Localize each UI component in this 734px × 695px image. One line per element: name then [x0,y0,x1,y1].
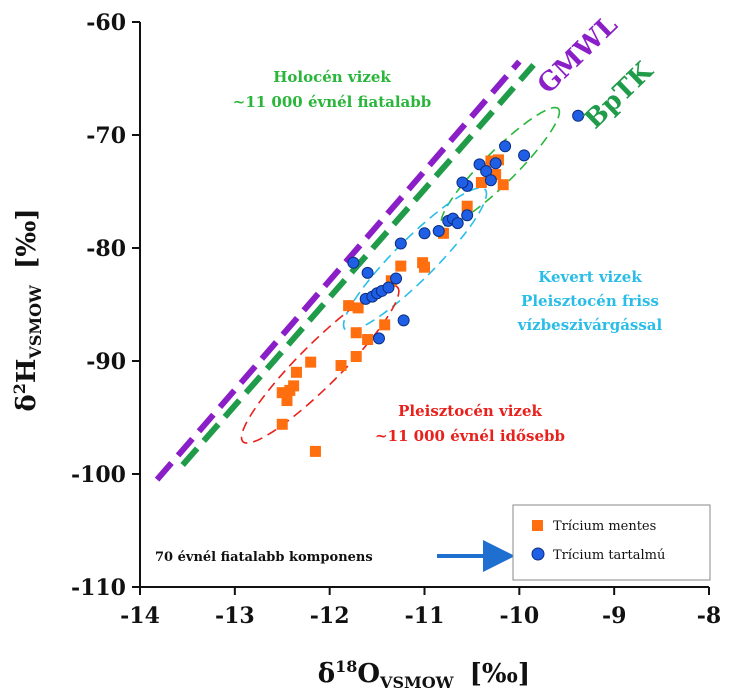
mixed-label-2: Pleisztocén friss [521,292,659,310]
gmwl-line [154,59,522,482]
y-tick-label: -110 [71,575,126,601]
point-tritium-containing [432,225,445,238]
point-tritium-free [350,327,362,339]
holocene-label-2: ~11 000 évnél fiatalabb [233,93,432,111]
point-tritium-containing [418,227,431,240]
point-tritium-free [395,260,407,272]
legend: Trícium mentes Trícium tartalmú [512,504,711,581]
x-tick-label: -8 [697,603,721,629]
point-tritium-containing [397,314,410,327]
point-tritium-containing [518,149,531,162]
point-tritium-containing [461,209,474,222]
holocene-label-1: Holocén vizek [273,68,391,86]
point-tritium-containing [361,266,374,279]
point-tritium-free [276,418,288,430]
x-ticks: -14 -13 -12 -11 -10 -9 -8 [120,587,721,629]
point-tritium-containing [484,174,497,187]
point-tritium-containing [390,272,403,285]
point-tritium-free [335,360,347,372]
point-tritium-free [288,380,300,392]
bptk-label: BpTK [579,55,660,135]
point-tritium-free [379,319,391,331]
point-tritium-free [309,445,321,457]
x-tick-label: -9 [602,603,626,629]
mixed-label-3: vízbeszivárgással [517,316,663,334]
point-tritium-free [461,200,473,212]
point-tritium-containing [394,237,407,250]
y-tick-label: -100 [71,462,126,488]
y-tick-label: -60 [86,10,126,36]
point-tritium-containing [456,176,469,189]
point-tritium-containing [451,217,464,230]
point-tritium-free [281,395,293,407]
point-tritium-containing [382,281,395,294]
point-tritium-containing [489,157,502,170]
legend-marker-tritium-containing [531,547,545,561]
region-ellipse [440,106,561,227]
point-tritium-free [290,366,302,378]
pleistocene-label-2: ~11 000 évnél idősebb [375,427,565,445]
point-tritium-free [475,176,487,188]
point-tritium-containing [499,140,512,153]
point-tritium-containing [372,332,385,345]
pleistocene-label-1: Pleisztocén vizek [398,402,542,420]
point-tritium-free [419,261,430,273]
point-tritium-containing [572,109,585,122]
x-tick-label: -11 [405,603,445,629]
point-tritium-free [305,356,317,368]
point-tritium-free [362,334,374,346]
young-component-note: 70 évnél fiatalabb komponens [155,550,373,565]
y-tick-label: -90 [86,349,126,375]
data-points [276,109,585,457]
mixed-label-1: Kevert vizek [538,268,642,286]
legend-label-tritium-free: Trícium mentes [553,519,656,534]
legend-marker-tritium-free [532,520,543,531]
point-tritium-containing [347,256,360,269]
x-tick-label: -13 [215,603,255,629]
y-tick-label: -80 [86,236,126,262]
point-tritium-free [490,169,502,181]
y-tick-label: -70 [86,123,126,149]
legend-label-tritium-containing: Trícium tartalmú [553,548,665,563]
x-tick-label: -12 [310,603,350,629]
point-tritium-free [350,350,362,362]
region-ellipse [240,284,400,444]
x-axis-title: δ18OVSMOW [‰] [318,657,530,692]
point-tritium-free [343,300,355,312]
y-axis-title: δ2HVSMOW[‰] [10,208,45,411]
x-tick-label: -10 [499,603,539,629]
x-tick-label: -14 [120,603,160,629]
point-tritium-free [352,302,364,314]
legend-box [512,504,711,581]
point-tritium-free [276,387,288,399]
y-ticks: -110 -100 -90 -80 -70 -60 [71,10,140,601]
point-tritium-free [497,179,509,191]
